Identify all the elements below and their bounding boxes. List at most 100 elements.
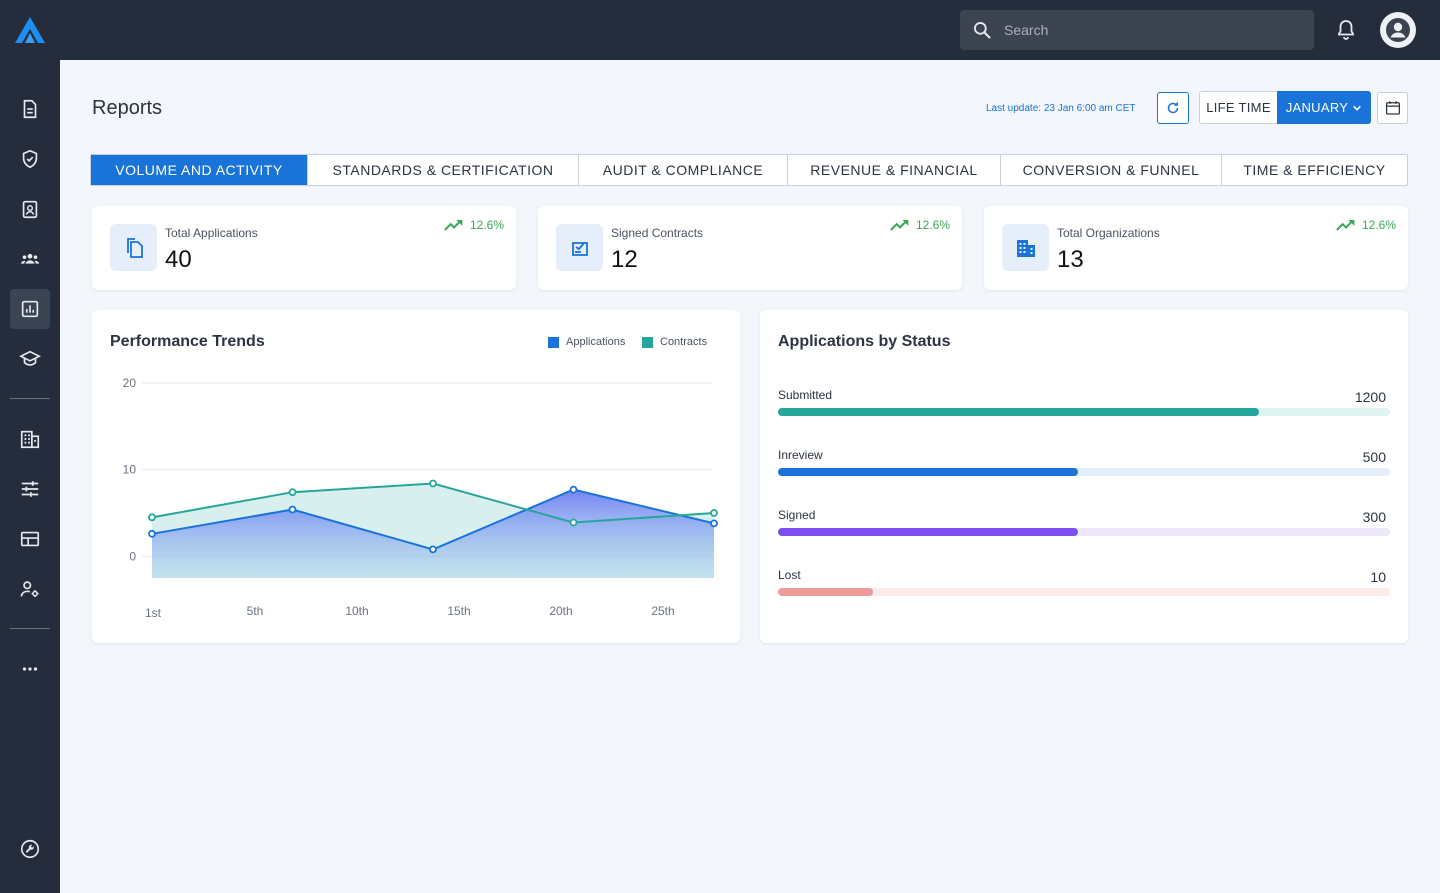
legend-label: Contracts — [660, 336, 708, 348]
status-progress-fill — [778, 468, 1078, 476]
group-icon — [20, 253, 40, 264]
search-box[interactable] — [960, 10, 1314, 50]
legend-item-applications[interactable]: Applications — [548, 336, 625, 348]
data-point-applications[interactable] — [148, 529, 156, 538]
month-dropdown[interactable]: JANUARY — [1277, 91, 1371, 124]
stat-trend: 12.6% — [444, 218, 504, 232]
status-label: Lost — [778, 568, 801, 582]
nav-reports[interactable] — [10, 289, 50, 329]
applications-by-status-panel: Applications by Status Submitted 1200 Inre… — [760, 310, 1408, 643]
data-point-contracts[interactable] — [288, 488, 297, 497]
stat-card-total-organizations: Total Organizations 13 12.6% — [984, 206, 1408, 290]
status-label: Inreview — [778, 448, 823, 462]
document-icon — [23, 99, 37, 119]
nav-user-settings[interactable] — [10, 569, 50, 609]
calendar-button[interactable] — [1377, 92, 1408, 124]
sidebar-divider — [10, 628, 50, 629]
more-icon — [22, 667, 38, 671]
stat-icon-box — [1002, 224, 1049, 271]
status-progress-track — [778, 468, 1390, 476]
x-tick-label: 5th — [247, 604, 264, 618]
status-progress-track — [778, 408, 1390, 416]
trending-up-icon — [890, 220, 909, 231]
data-point-applications[interactable] — [569, 485, 578, 494]
tab-revenue-financial[interactable]: REVENUE & FINANCIAL — [788, 155, 1001, 185]
data-point-contracts[interactable] — [148, 513, 156, 522]
nav-layout[interactable] — [10, 519, 50, 559]
lifetime-toggle-button[interactable]: LIFE TIME — [1199, 91, 1277, 124]
stat-icon-box — [110, 224, 157, 271]
trending-up-icon — [1336, 220, 1355, 231]
legend-swatch — [642, 336, 653, 348]
month-label: JANUARY — [1285, 100, 1349, 115]
nav-training[interactable] — [10, 339, 50, 379]
stat-value: 40 — [165, 246, 192, 273]
x-tick-label: 25th — [651, 604, 674, 618]
stat-label: Total Organizations — [1057, 226, 1160, 240]
x-tick-label: 1st — [145, 606, 162, 620]
badge-icon — [22, 200, 38, 219]
user-avatar[interactable] — [1380, 12, 1416, 48]
data-point-contracts[interactable] — [429, 479, 437, 488]
notification-bell-icon[interactable] — [1334, 18, 1358, 42]
stat-trend: 12.6% — [890, 218, 950, 232]
status-value: 1200 — [1354, 389, 1386, 405]
nav-documents[interactable] — [10, 89, 50, 129]
status-progress-fill — [778, 588, 873, 596]
tab-conversion-funnel[interactable]: CONVERSION & FUNNEL — [1001, 155, 1222, 185]
y-tick-label: 0 — [129, 549, 136, 563]
stat-icon-box — [556, 224, 603, 271]
status-progress-track — [778, 528, 1390, 536]
nav-more[interactable] — [10, 649, 50, 689]
calendar-icon — [1385, 101, 1400, 115]
refresh-button[interactable] — [1157, 92, 1189, 124]
status-progress-track — [778, 588, 1390, 596]
legend-item-contracts[interactable]: Contracts — [642, 336, 707, 348]
graduation-cap-icon — [19, 350, 41, 366]
status-progress-fill — [778, 408, 1260, 416]
sliders-icon — [21, 481, 39, 497]
data-point-applications[interactable] — [710, 519, 718, 528]
stat-value: 13 — [1057, 246, 1084, 273]
tab-time-efficiency[interactable]: TIME & EFFICIENCY — [1243, 162, 1386, 178]
app-logo[interactable] — [14, 16, 46, 44]
data-point-applications[interactable] — [429, 545, 437, 554]
status-label: Submitted — [778, 388, 833, 402]
stat-value: 12 — [611, 246, 638, 273]
stat-trend: 12.6% — [1336, 218, 1396, 232]
status-progress-fill — [778, 528, 1078, 536]
nav-certification[interactable] — [10, 139, 50, 179]
tab-audit-compliance[interactable]: AUDIT & COMPLIANCE — [579, 155, 788, 185]
tab-volume-and-activity[interactable]: VOLUME AND ACTIVITY — [91, 155, 308, 185]
chevron-down-icon — [1353, 105, 1362, 111]
nav-contacts[interactable] — [10, 189, 50, 229]
nav-users[interactable] — [10, 239, 50, 279]
search-icon — [974, 22, 991, 39]
nav-tools[interactable] — [10, 829, 50, 869]
stat-card-signed-contracts: Signed Contracts 12 12.6% — [538, 206, 962, 290]
building-icon — [20, 430, 40, 449]
stat-trend-value: 12.6% — [915, 218, 950, 232]
data-point-contracts[interactable] — [569, 518, 578, 527]
performance-trends-panel: Performance Trends Applications Contract… — [92, 310, 740, 643]
stat-label: Signed Contracts — [611, 226, 704, 240]
panel-title: Applications by Status — [778, 333, 951, 350]
status-value: 10 — [1370, 569, 1386, 585]
y-tick-label: 20 — [123, 376, 137, 390]
shield-check-icon — [22, 149, 38, 169]
search-input[interactable] — [1004, 10, 1304, 50]
x-tick-label: 20th — [549, 604, 572, 618]
status-value: 300 — [1362, 509, 1386, 525]
x-tick-label: 10th — [345, 604, 368, 618]
report-tabs: VOLUME AND ACTIVITY STANDARDS & CERTIFIC… — [90, 154, 1408, 186]
nav-settings-sliders[interactable] — [10, 469, 50, 509]
data-point-applications[interactable] — [288, 505, 297, 514]
tab-standards-certification[interactable]: STANDARDS & CERTIFICATION — [308, 155, 579, 185]
last-update-text: Last update: 23 Jan 6:00 am CET — [986, 103, 1136, 114]
account-icon — [1386, 18, 1410, 42]
data-point-contracts[interactable] — [710, 509, 718, 517]
nav-organizations[interactable] — [10, 419, 50, 459]
signed-contract-icon — [571, 241, 588, 256]
user-settings-icon — [20, 581, 39, 598]
trending-up-icon — [444, 220, 463, 231]
